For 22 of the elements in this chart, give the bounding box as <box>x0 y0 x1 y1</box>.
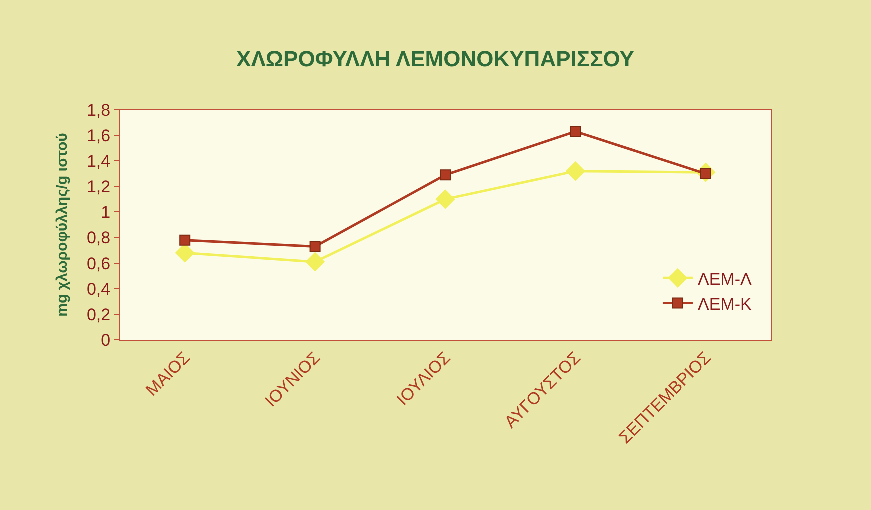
point <box>570 126 582 138</box>
point <box>180 234 191 246</box>
point <box>436 190 456 210</box>
chart-title: ΧΛΩΡΟΦΥΛΛΗ ΛΕΜΟΝΟΚΥΠΑΡΙΣΣΟΥ <box>236 46 635 72</box>
y-tick-label: 0,8 <box>86 228 111 248</box>
y-tick-label: 0,6 <box>86 254 111 274</box>
y-tick-label: 1 <box>101 203 111 222</box>
y-tick-label: 0,4 <box>86 280 111 299</box>
y-tick-label: 1,2 <box>86 178 111 197</box>
y-tick-label: 1,8 <box>86 100 111 120</box>
y-axis-title: mg χλωροφύλλης/g ιστού <box>54 132 72 317</box>
legend-label: ΛΕΜ-Κ <box>698 294 752 314</box>
point <box>306 252 325 272</box>
point <box>310 241 321 252</box>
y-tick-label: 0,2 <box>86 305 111 324</box>
y-tick-label: 0 <box>101 330 111 350</box>
point <box>566 162 586 181</box>
legend-label: ΛΕΜ-Λ <box>698 270 752 289</box>
point <box>176 244 195 263</box>
y-tick-label: 1,4 <box>86 152 111 172</box>
point <box>440 170 451 181</box>
y-tick-label: 1,6 <box>86 126 111 146</box>
